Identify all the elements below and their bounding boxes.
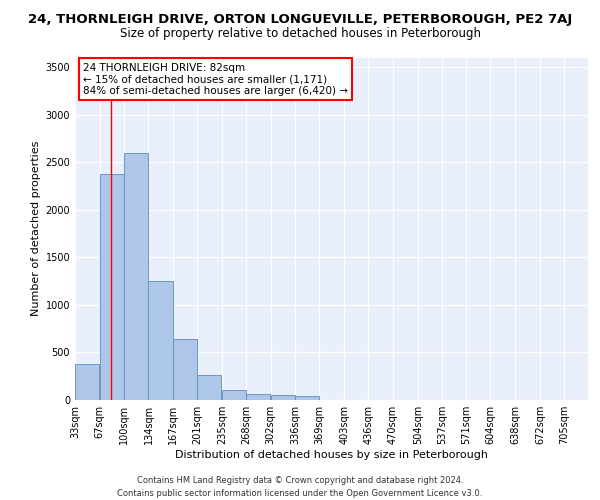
Bar <box>75 364 99 400</box>
Text: Size of property relative to detached houses in Peterborough: Size of property relative to detached ho… <box>119 28 481 40</box>
Bar <box>222 390 246 400</box>
Text: Contains HM Land Registry data © Crown copyright and database right 2024.
Contai: Contains HM Land Registry data © Crown c… <box>118 476 482 498</box>
Bar <box>246 394 270 400</box>
Text: 24 THORNLEIGH DRIVE: 82sqm
← 15% of detached houses are smaller (1,171)
84% of s: 24 THORNLEIGH DRIVE: 82sqm ← 15% of deta… <box>83 62 347 96</box>
Bar <box>124 152 148 400</box>
Y-axis label: Number of detached properties: Number of detached properties <box>31 141 41 316</box>
Bar <box>148 281 173 400</box>
Bar <box>173 339 197 400</box>
Text: 24, THORNLEIGH DRIVE, ORTON LONGUEVILLE, PETERBOROUGH, PE2 7AJ: 24, THORNLEIGH DRIVE, ORTON LONGUEVILLE,… <box>28 12 572 26</box>
Bar <box>295 396 319 400</box>
Bar <box>197 376 221 400</box>
X-axis label: Distribution of detached houses by size in Peterborough: Distribution of detached houses by size … <box>175 450 488 460</box>
Bar <box>271 395 295 400</box>
Bar <box>100 174 124 400</box>
